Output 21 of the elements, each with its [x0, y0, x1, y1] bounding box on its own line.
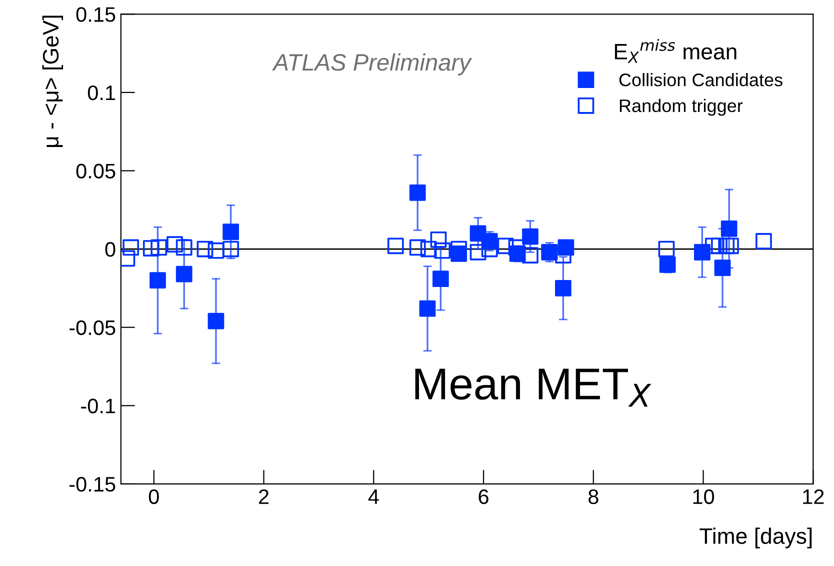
y-tick-label: 0.05 [76, 164, 116, 178]
legend-label: Collision Candidates [619, 73, 782, 86]
y-tick-label: 0.1 [88, 85, 116, 100]
annotation: Mean MET$_{X}$ [415, 368, 652, 407]
x-tick-label: 4 [368, 490, 379, 504]
x-tick-label: 10 [693, 489, 714, 504]
y-tick-label: 0 [105, 242, 116, 257]
y-axis-title: μ - <μ> [GeV] [42, 16, 64, 147]
x-tick-label: 2 [259, 489, 269, 504]
legend-label: Random trigger [620, 98, 743, 116]
y-tick-label: 0.15 [76, 7, 116, 22]
y-tick-label: -0.1 [81, 398, 116, 414]
legend-title: E$_{X}$$^{miss}$ mean [614, 38, 736, 63]
y-tick-label: -0.05 [70, 320, 116, 336]
y-tick-label: -0.15 [70, 476, 116, 492]
x-tick-label: 0 [148, 489, 159, 504]
x-tick-label: 6 [478, 489, 488, 504]
x-axis-title: Time [days] [700, 528, 812, 548]
x-tick-label: 12 [803, 489, 824, 504]
x-tick-label: 8 [588, 489, 598, 504]
annotation: ATLAS Preliminary [272, 53, 472, 76]
